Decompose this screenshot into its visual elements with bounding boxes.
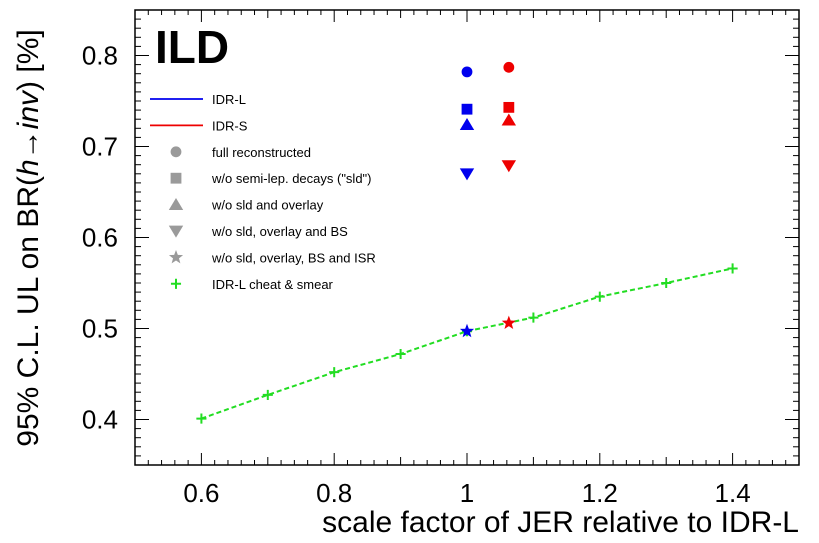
legend-label-idr-s: IDR-S <box>212 118 248 133</box>
idr-l-triangle-up-point <box>459 118 475 131</box>
smear-data-point <box>196 413 207 424</box>
legend-marker-idr-l-cheat-smear <box>170 278 182 289</box>
smear-data-point <box>395 348 406 360</box>
idr-s-square-point <box>503 101 515 113</box>
idr-l-star-point <box>459 323 475 338</box>
smear-data-point <box>528 312 539 323</box>
y-axis-ticks: 0.4 0.5 0.6 0.7 0.8 <box>82 9 799 466</box>
idr-s-star-point <box>501 315 516 330</box>
y-tick-label: 0.4 <box>82 405 118 435</box>
legend-marker-w-o-semi-lep-decays-sld <box>170 172 182 184</box>
series-layer <box>196 61 738 424</box>
x-axis-title: scale factor of JER relative to IDR-L <box>322 506 799 539</box>
smear-data-point <box>661 277 672 289</box>
y-tick-label: 0.8 <box>82 41 118 71</box>
legend-marker-w-o-sld-overlay-and-bs <box>168 225 184 238</box>
y-tick-label: 0.6 <box>82 223 118 253</box>
y-axis-title-arrow: → <box>12 129 45 159</box>
legend-label-idr-l: IDR-L <box>212 92 246 107</box>
x-tick-label: 0.6 <box>183 478 219 508</box>
y-axis-title-prefix: 95% C.L. UL on BR( <box>12 176 45 447</box>
legend-label-w-o-sld-overlay-and-bs: w/o sld, overlay and BS <box>211 224 348 239</box>
idr-l-circle-point <box>461 66 473 78</box>
legend-label-w-o-sld-overlay-bs-and-isr: w/o sld, overlay, BS and ISR <box>211 250 376 265</box>
x-axis-ticks: 0.6 0.8 1 1.2 1.4 <box>134 10 800 508</box>
legend-label-w-o-sld-and-overlay: w/o sld and overlay <box>211 198 324 213</box>
idr-s-circle-point <box>503 61 515 73</box>
y-tick-label: 0.5 <box>82 314 118 344</box>
legend-marker-w-o-sld-overlay-bs-and-isr <box>168 249 184 264</box>
legend-label-idr-l-cheat-smear: IDR-L cheat & smear <box>212 277 334 292</box>
y-tick-label: 0.7 <box>82 132 118 162</box>
x-tick-label: 1.2 <box>582 478 618 508</box>
y-axis-title: 95% C.L. UL on BR(h→inv) [%] <box>12 29 45 446</box>
legend: IDR-L IDR-S full reconstructed w/o semi-lep… <box>150 92 376 292</box>
smear-data-point <box>262 389 273 400</box>
brand-label: ILD <box>155 21 229 73</box>
legend-label-full-reconstructed: full reconstructed <box>212 145 311 160</box>
legend-marker-w-o-sld-and-overlay <box>168 198 184 210</box>
legend-label-w-o-semi-lep-decays-sld: w/o semi-lep. decays ("sld") <box>211 171 372 186</box>
idr-l-triangle-down-point <box>459 168 475 181</box>
y-axis-title-inv: inv <box>12 89 45 129</box>
y-axis-title-h: h <box>12 159 45 176</box>
x-tick-label: 1.4 <box>715 478 751 508</box>
smear-data-point <box>594 291 605 302</box>
smear-data-point <box>329 367 340 378</box>
legend-marker-full-reconstructed <box>170 146 182 158</box>
x-tick-label: 0.8 <box>316 478 352 508</box>
x-tick-label: 1 <box>460 478 474 508</box>
idr-s-triangle-up-point <box>501 113 517 126</box>
idr-s-triangle-down-point <box>501 160 517 173</box>
y-axis-title-suffix: ) [%] <box>12 29 45 91</box>
smear-data-point <box>727 263 738 274</box>
idr-l-square-point <box>461 103 473 115</box>
